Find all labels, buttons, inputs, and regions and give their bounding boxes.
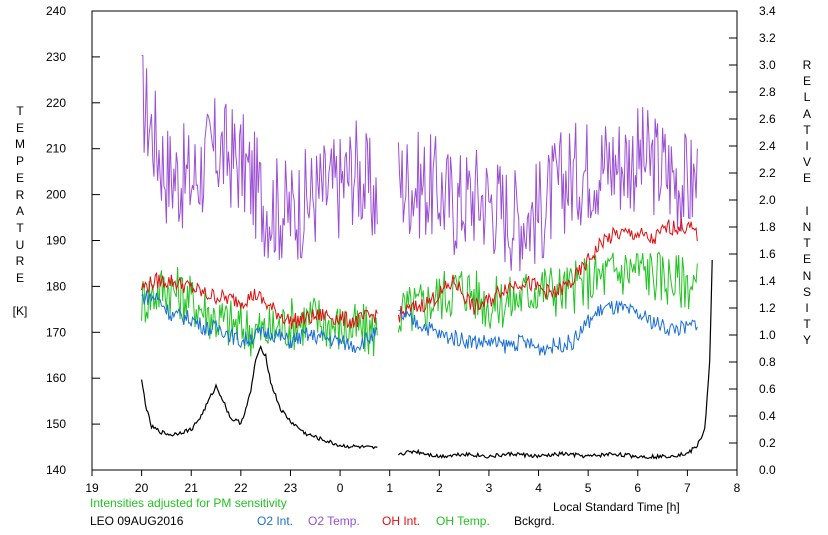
left-tick-label: 160 xyxy=(46,371,66,385)
right-axis-letter: E xyxy=(802,252,811,267)
left-tick-labels: 240 230 220 210 200 190 180 170 160 150 140 xyxy=(46,4,100,477)
series-line-o2-temp xyxy=(397,106,698,272)
plot-frame xyxy=(91,10,738,471)
left-tick-label: 140 xyxy=(46,463,66,477)
x-tick-label: 3 xyxy=(486,481,493,495)
series-line-oh-int xyxy=(397,219,698,323)
series-group xyxy=(141,54,713,460)
left-axis-letter: E xyxy=(15,271,24,285)
left-axis-letter: T xyxy=(16,220,24,235)
right-tick-label: 2.8 xyxy=(759,85,776,99)
left-axis-letter: P xyxy=(15,154,24,169)
x-tick-label: 5 xyxy=(585,481,592,495)
series-line-o2-int xyxy=(398,300,698,356)
right-axis-letter: N xyxy=(802,220,812,234)
left-tick-label: 190 xyxy=(46,234,66,248)
right-tick-label: 0.2 xyxy=(759,436,776,450)
left-axis-letter: E xyxy=(15,120,24,135)
series-line-bckgrd xyxy=(141,344,378,450)
right-axis-letter: E xyxy=(802,74,811,89)
x-tick-label: 19 xyxy=(85,481,99,495)
right-tick-label: 2.6 xyxy=(759,112,776,126)
x-tick-label: 2 xyxy=(436,481,443,495)
x-tick-label: 8 xyxy=(734,481,741,495)
series-line-o2-temp xyxy=(141,54,378,260)
right-tick-label: 0.8 xyxy=(759,355,776,369)
right-tick-label: 0.6 xyxy=(759,382,776,396)
left-axis-letter: M xyxy=(15,137,25,152)
left-axis-letter: A xyxy=(15,204,24,219)
x-tick-label: 7 xyxy=(684,481,691,495)
x-tick-label: 0 xyxy=(337,481,344,495)
right-axis-letter: E xyxy=(802,171,811,186)
right-axis-letter: Y xyxy=(802,333,811,348)
right-axis-letter: A xyxy=(802,106,811,121)
x-tick-label: 22 xyxy=(234,481,248,495)
right-axis-letter: T xyxy=(803,317,811,332)
right-axis-letter: L xyxy=(803,90,811,105)
right-tick-label: 2.4 xyxy=(759,139,776,153)
right-tick-label: 3.4 xyxy=(759,4,776,18)
left-axis-letter: T xyxy=(16,104,24,118)
right-tick-label: 1.6 xyxy=(759,247,776,261)
left-tick-label: 180 xyxy=(46,279,66,293)
right-axis-letter: I xyxy=(805,203,809,218)
right-axis-letter: T xyxy=(803,122,811,137)
left-axis-letter: R xyxy=(15,187,25,202)
right-tick-label: 0.4 xyxy=(759,409,776,423)
right-tick-label: 2.2 xyxy=(759,166,776,180)
right-axis-letter: T xyxy=(803,236,811,251)
x-tick-labels: 19 20 21 22 23 0 1 2 3 4 5 6 7 8 xyxy=(85,470,741,495)
right-tick-label: 3.2 xyxy=(759,31,776,45)
x-tick-label: 23 xyxy=(284,481,298,495)
station-date-label: LEO 09AUG2016 xyxy=(90,514,184,528)
x-axis-label: Local Standard Time [h] xyxy=(553,500,680,514)
right-axis-letter: S xyxy=(802,284,811,299)
left-tick-label: 230 xyxy=(46,50,66,64)
right-tick-label: 1.0 xyxy=(759,328,776,342)
x-tick-label: 4 xyxy=(535,481,542,495)
right-axis-letter: R xyxy=(802,58,812,72)
right-tick-label: 3.0 xyxy=(759,58,776,72)
left-tick-label: 170 xyxy=(46,325,66,339)
x-tick-label: 1 xyxy=(386,481,393,495)
left-tick-label: 240 xyxy=(46,4,66,18)
right-axis-letter: I xyxy=(805,301,809,315)
left-axis-letter: R xyxy=(15,254,25,269)
x-tick-label: 6 xyxy=(634,481,641,495)
pm-sensitivity-note: Intensities adjusted for PM sensitivity xyxy=(90,496,287,510)
right-axis-letter: I xyxy=(805,139,809,153)
legend-oh-temp: OH Temp. xyxy=(436,514,490,528)
left-axis-letter: [K] xyxy=(12,304,28,319)
left-tick-label: 210 xyxy=(46,142,66,156)
right-tick-label: 1.2 xyxy=(759,301,776,315)
x-tick-label: 21 xyxy=(185,481,199,495)
right-tick-labels: 3.4 3.2 3.0 2.8 2.6 2.4 2.2 2.0 1.8 1.6 1.4 1.2 1.0 0… xyxy=(729,4,776,477)
series-line-bckgrd xyxy=(397,259,713,460)
series-line-oh-temp xyxy=(397,251,698,333)
right-tick-label: 0.0 xyxy=(759,463,776,477)
series-line-oh-int xyxy=(141,271,378,330)
left-axis-letter: U xyxy=(15,237,25,252)
right-tick-label: 2.0 xyxy=(759,193,776,207)
legend-o2-temp: O2 Temp. xyxy=(308,514,360,528)
legend-oh-int: OH Int. xyxy=(382,514,421,528)
right-tick-label: 1.4 xyxy=(759,274,776,288)
left-tick-label: 200 xyxy=(46,188,66,202)
series-line-o2-int xyxy=(141,290,378,353)
legend-bckgrd: Bckgrd. xyxy=(514,514,555,528)
x-tick-label: 20 xyxy=(135,481,149,495)
left-tick-label: 220 xyxy=(46,96,66,110)
right-tick-label: 1.8 xyxy=(759,220,776,234)
right-axis-letter: V xyxy=(802,155,811,170)
legend-o2-int: O2 Int. xyxy=(257,514,294,528)
right-axis-letter: N xyxy=(802,268,812,283)
left-tick-label: 150 xyxy=(46,417,66,431)
left-axis-letter: E xyxy=(15,170,24,185)
